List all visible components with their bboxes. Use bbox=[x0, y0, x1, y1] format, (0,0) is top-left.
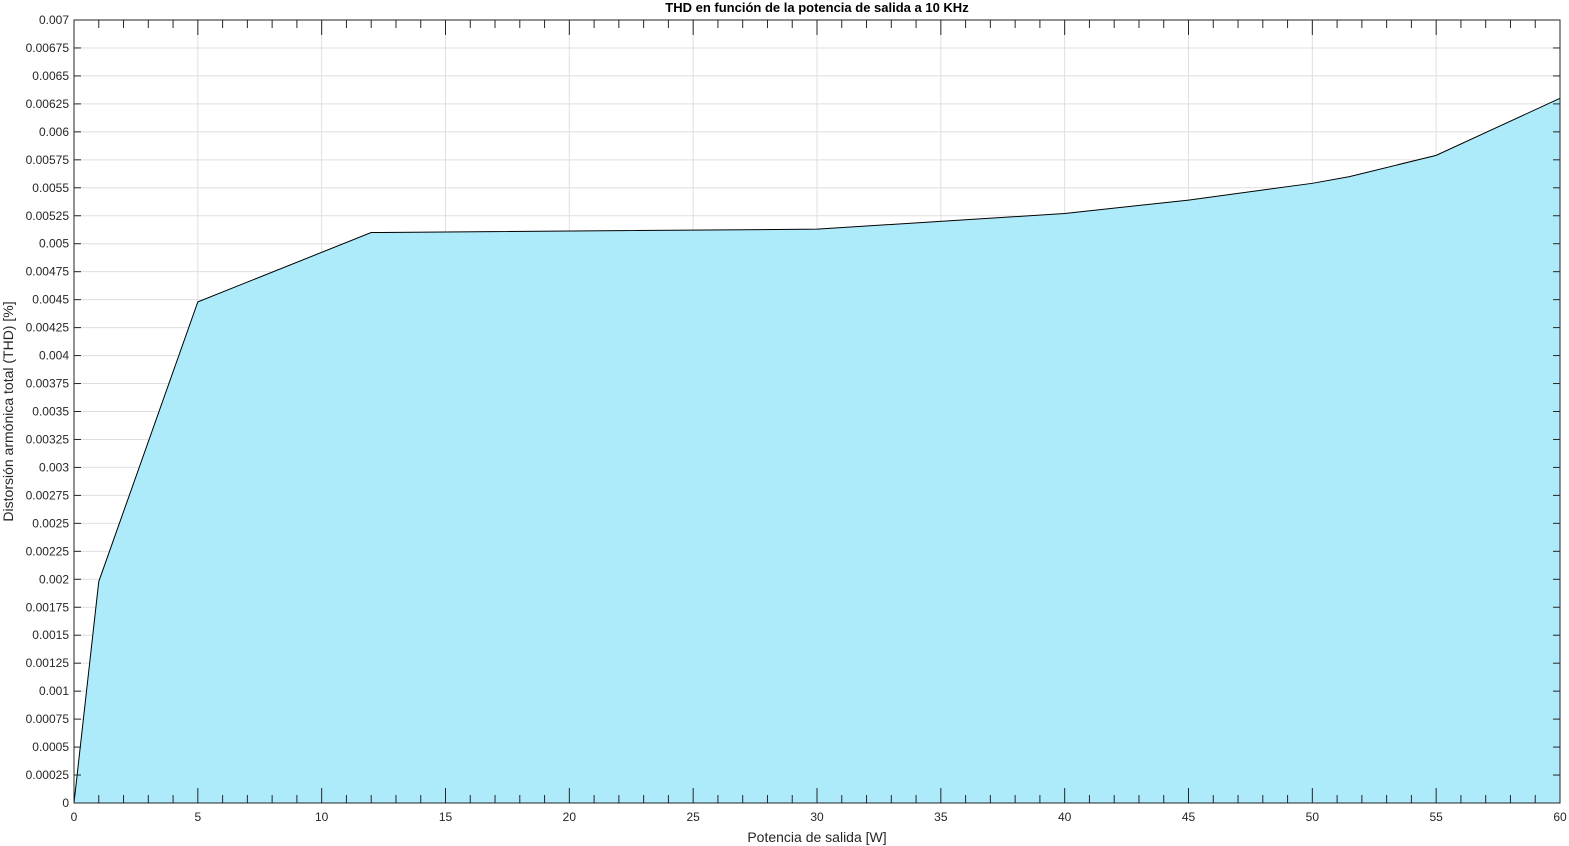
x-tick-label: 0 bbox=[71, 810, 78, 824]
y-tick-label: 0.0025 bbox=[32, 516, 69, 530]
y-tick-label: 0.0065 bbox=[32, 69, 69, 83]
y-tick-label: 0.00075 bbox=[26, 712, 70, 726]
y-tick-label: 0.0035 bbox=[32, 405, 69, 419]
y-tick-label: 0.00225 bbox=[26, 544, 70, 558]
y-tick-label: 0.0055 bbox=[32, 181, 69, 195]
y-tick-label: 0.0005 bbox=[32, 740, 69, 754]
y-tick-label: 0.00425 bbox=[26, 321, 70, 335]
x-tick-label: 40 bbox=[1058, 810, 1072, 824]
y-tick-labels: 0 0.00025 0.0005 0.00075 0.001 0.00125 0.0015 0… bbox=[26, 13, 70, 810]
y-axis-label: Distorsión armónica total (THD) [%] bbox=[0, 301, 16, 521]
thd-area-fill bbox=[74, 98, 1560, 804]
y-tick-label: 0.00175 bbox=[26, 600, 70, 614]
y-tick-label: 0.00625 bbox=[26, 97, 70, 111]
x-tick-label: 5 bbox=[194, 810, 201, 824]
x-tick-label: 10 bbox=[315, 810, 329, 824]
x-tick-label: 20 bbox=[563, 810, 577, 824]
x-tick-labels: 0 5 10 15 20 25 30 35 40 45 50 55 60 bbox=[71, 810, 1567, 824]
y-tick-label: 0.00475 bbox=[26, 265, 70, 279]
y-tick-label: 0.007 bbox=[39, 13, 69, 27]
y-tick-label: 0.0045 bbox=[32, 293, 69, 307]
axis-ticks bbox=[73, 19, 1561, 804]
y-tick-label: 0.005 bbox=[39, 237, 69, 251]
y-tick-label: 0.00675 bbox=[26, 41, 70, 55]
thd-series-line bbox=[73, 97, 1561, 804]
y-tick-label: 0.001 bbox=[39, 684, 69, 698]
y-tick-label: 0.00025 bbox=[26, 768, 70, 782]
x-tick-label: 45 bbox=[1182, 810, 1196, 824]
y-tick-label: 0.00525 bbox=[26, 209, 70, 223]
y-tick-label: 0.00375 bbox=[26, 377, 70, 391]
chart-title: THD en función de la potencia de salida … bbox=[665, 0, 969, 15]
x-tick-label: 50 bbox=[1306, 810, 1320, 824]
y-tick-label: 0.006 bbox=[39, 125, 69, 139]
y-tick-label: 0.0015 bbox=[32, 628, 69, 642]
x-tick-label: 25 bbox=[686, 810, 700, 824]
y-tick-label: 0.00125 bbox=[26, 656, 70, 670]
x-tick-label: 30 bbox=[810, 810, 824, 824]
y-tick-label: 0 bbox=[62, 796, 69, 810]
y-tick-label: 0.004 bbox=[39, 349, 69, 363]
x-tick-label: 15 bbox=[439, 810, 453, 824]
x-axis-label: Potencia de salida [W] bbox=[747, 829, 886, 845]
y-tick-label: 0.00325 bbox=[26, 432, 70, 446]
x-tick-label: 55 bbox=[1429, 810, 1443, 824]
y-tick-label: 0.00275 bbox=[26, 488, 70, 502]
y-tick-label: 0.00575 bbox=[26, 153, 70, 167]
y-tick-label: 0.003 bbox=[39, 460, 69, 474]
x-tick-label: 60 bbox=[1553, 810, 1567, 824]
y-tick-label: 0.002 bbox=[39, 572, 69, 586]
x-tick-label: 35 bbox=[934, 810, 948, 824]
